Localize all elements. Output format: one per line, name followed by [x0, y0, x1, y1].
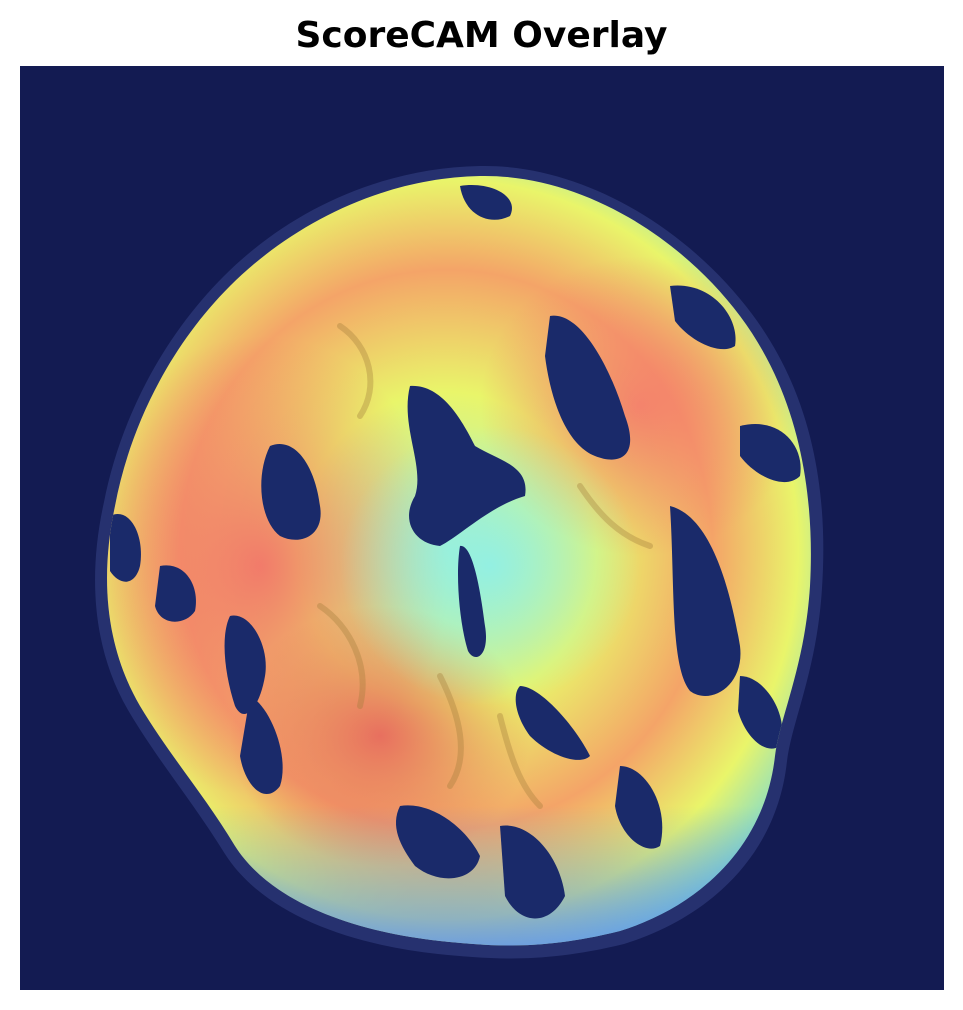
figure-title: ScoreCAM Overlay — [295, 15, 668, 56]
heatmap-overlay-image — [20, 66, 944, 990]
brain-heatmap — [107, 175, 811, 946]
heatmap-panel — [20, 66, 944, 990]
